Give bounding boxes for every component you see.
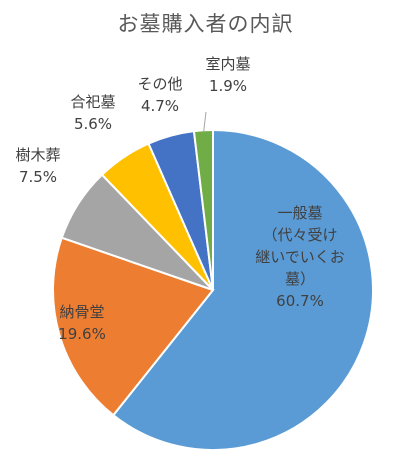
slice-category-label: 継いでいくお [255,248,345,266]
slice-label-4: その他 4.7% [137,75,182,115]
leader-lines [203,111,207,133]
slice-label-1: 納骨堂 19.6% [58,303,106,343]
pie-slice-0 [111,128,374,451]
pie-slice-1 [52,236,215,417]
slice-category-label: 一般墓 [277,204,322,222]
slice-value-label: 5.6% [74,115,112,133]
slice-value-label: 1.9% [209,77,247,95]
leader-line-5 [203,111,207,133]
slice-value-label: 7.5% [19,168,57,186]
chart-title: お墓購入者の内訳 [117,12,294,36]
slice-category-label: 墓） [285,270,315,288]
slice-label-5: 室内墓 1.9% [205,55,250,95]
slice-category-label: 納骨堂 [59,303,104,321]
slice-value-label: 4.7% [141,97,179,115]
slice-category-label: （代々受け [262,226,337,244]
slice-category-label: 樹木葬 [15,146,60,164]
slice-category-label: 室内墓 [205,55,250,73]
slice-value-label: 19.6% [58,325,106,343]
slice-label-0: 一般墓 （代々受け継いでいくお墓） 60.7% [255,204,345,310]
pie-slices [52,128,374,451]
slice-category-label: その他 [137,75,182,93]
slice-value-label: 60.7% [276,292,324,310]
slice-label-3: 合祀墓 5.6% [70,93,115,133]
slice-category-label: 合祀墓 [70,93,115,111]
slice-label-2: 樹木葬 7.5% [15,146,60,186]
pie-labels: 一般墓 （代々受け継いでいくお墓） 60.7% 納骨堂 19.6% 樹木葬 7.5% 合祀墓 5… [15,55,344,343]
